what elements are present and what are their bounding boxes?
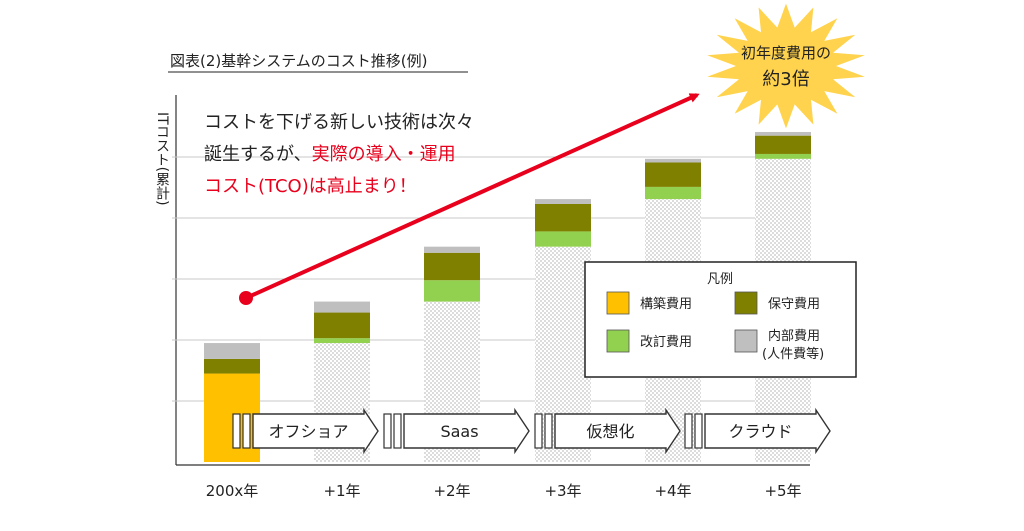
bar-segment-maint xyxy=(535,203,591,232)
x-tick-label: +2年 xyxy=(433,482,470,500)
y-axis-label: ITコスト(累計) xyxy=(154,112,170,206)
bar-segment-revise xyxy=(755,153,811,159)
trend-arrow-start-dot xyxy=(239,291,253,305)
bar-segment-internal xyxy=(314,301,370,313)
annotation-line-2-red: 実際の導入・運用 xyxy=(312,144,456,165)
bar-segment-build xyxy=(204,373,260,462)
bar-segment-revise xyxy=(535,231,591,247)
bar-segment-maint xyxy=(755,135,811,154)
x-tick-label: +3年 xyxy=(544,482,581,500)
legend-swatch-build xyxy=(606,291,630,315)
bar-segment-maint xyxy=(204,358,260,374)
starburst-shape xyxy=(707,3,865,129)
tech-arrow-bar xyxy=(383,413,392,449)
legend-swatch-maint xyxy=(734,291,758,315)
starburst-callout: 初年度費用の 約3倍 xyxy=(707,3,865,129)
tech-arrow-label: クラウド xyxy=(728,422,792,441)
legend: 凡例 構築費用 保守費用 改訂費用 内部費用 (人件費等) xyxy=(584,261,857,378)
bar-segment-revise xyxy=(424,280,480,302)
tech-arrow-label: 仮想化 xyxy=(586,422,634,441)
tech-arrow-bar xyxy=(242,413,251,449)
x-tick-label: +4年 xyxy=(654,482,691,500)
tech-arrow-shape xyxy=(252,407,379,455)
bar-segment-internal xyxy=(645,158,701,163)
annotation: コストを下げる新しい技術は次々 誕生するが、実際の導入・運用 コスト(TCO)は… xyxy=(204,112,474,197)
x-tick-label: 200x年 xyxy=(206,482,259,500)
bar-segment-revise xyxy=(645,186,701,200)
starburst-line-1: 初年度費用の xyxy=(741,44,831,62)
y-axis-label-text: ITコスト(累計) xyxy=(154,112,170,206)
bar-segment-internal xyxy=(755,131,811,136)
plot-area xyxy=(172,95,810,466)
bar-segment-maint xyxy=(424,252,480,281)
annotation-line-2: 誕生するが、実際の導入・運用 xyxy=(204,144,456,165)
legend-swatch-internal xyxy=(734,329,758,353)
annotation-line-3: コスト(TCO)は高止まり！ xyxy=(204,176,417,197)
legend-swatch-revise xyxy=(606,329,630,353)
bar-segment-maint xyxy=(645,162,701,187)
tech-arrow-shape xyxy=(403,407,530,455)
tech-arrow-bar xyxy=(534,413,543,449)
bar-segment-internal xyxy=(204,343,260,359)
tech-arrow-bar xyxy=(393,413,402,449)
tech-arrow-shape xyxy=(554,407,681,455)
bar-segment-revise xyxy=(314,338,370,344)
x-tick-label: +5年 xyxy=(764,482,801,500)
legend-label-internal: 内部費用 xyxy=(768,328,820,344)
legend-box xyxy=(584,261,857,378)
legend-title: 凡例 xyxy=(707,272,733,287)
x-tick-label: +1年 xyxy=(323,482,360,500)
tech-arrow-bar xyxy=(694,413,703,449)
tech-arrow-label: Saas xyxy=(440,422,478,441)
starburst-line-2: 約3倍 xyxy=(762,69,809,90)
x-tick-labels: 200x年 +1年 +2年 +3年 +4年 +5年 xyxy=(206,482,802,500)
legend-label-internal-sub: (人件費等) xyxy=(762,346,824,362)
tech-arrow-bar xyxy=(544,413,553,449)
bar-segment-maint xyxy=(314,312,370,339)
legend-label-revise: 改訂費用 xyxy=(640,334,692,350)
legend-label-build: 構築費用 xyxy=(640,297,692,312)
annotation-line-1: コストを下げる新しい技術は次々 xyxy=(204,112,474,133)
annotation-line-2-plain: 誕生するが、 xyxy=(204,144,312,165)
technology-arrows: オフショア Saas 仮想化 クラウド xyxy=(232,407,831,455)
tech-arrow-bar xyxy=(684,413,693,449)
bar-segment-internal xyxy=(424,246,480,253)
trend-arrow xyxy=(245,93,700,300)
tech-arrow-bar xyxy=(232,413,241,449)
legend-label-maint: 保守費用 xyxy=(768,297,820,312)
figure-title: 図表(2)基幹システムのコスト推移(例) xyxy=(170,52,428,70)
bar-segment-internal xyxy=(535,199,591,204)
tech-arrow-shape xyxy=(704,407,831,455)
tech-arrow-label: オフショア xyxy=(268,422,348,441)
